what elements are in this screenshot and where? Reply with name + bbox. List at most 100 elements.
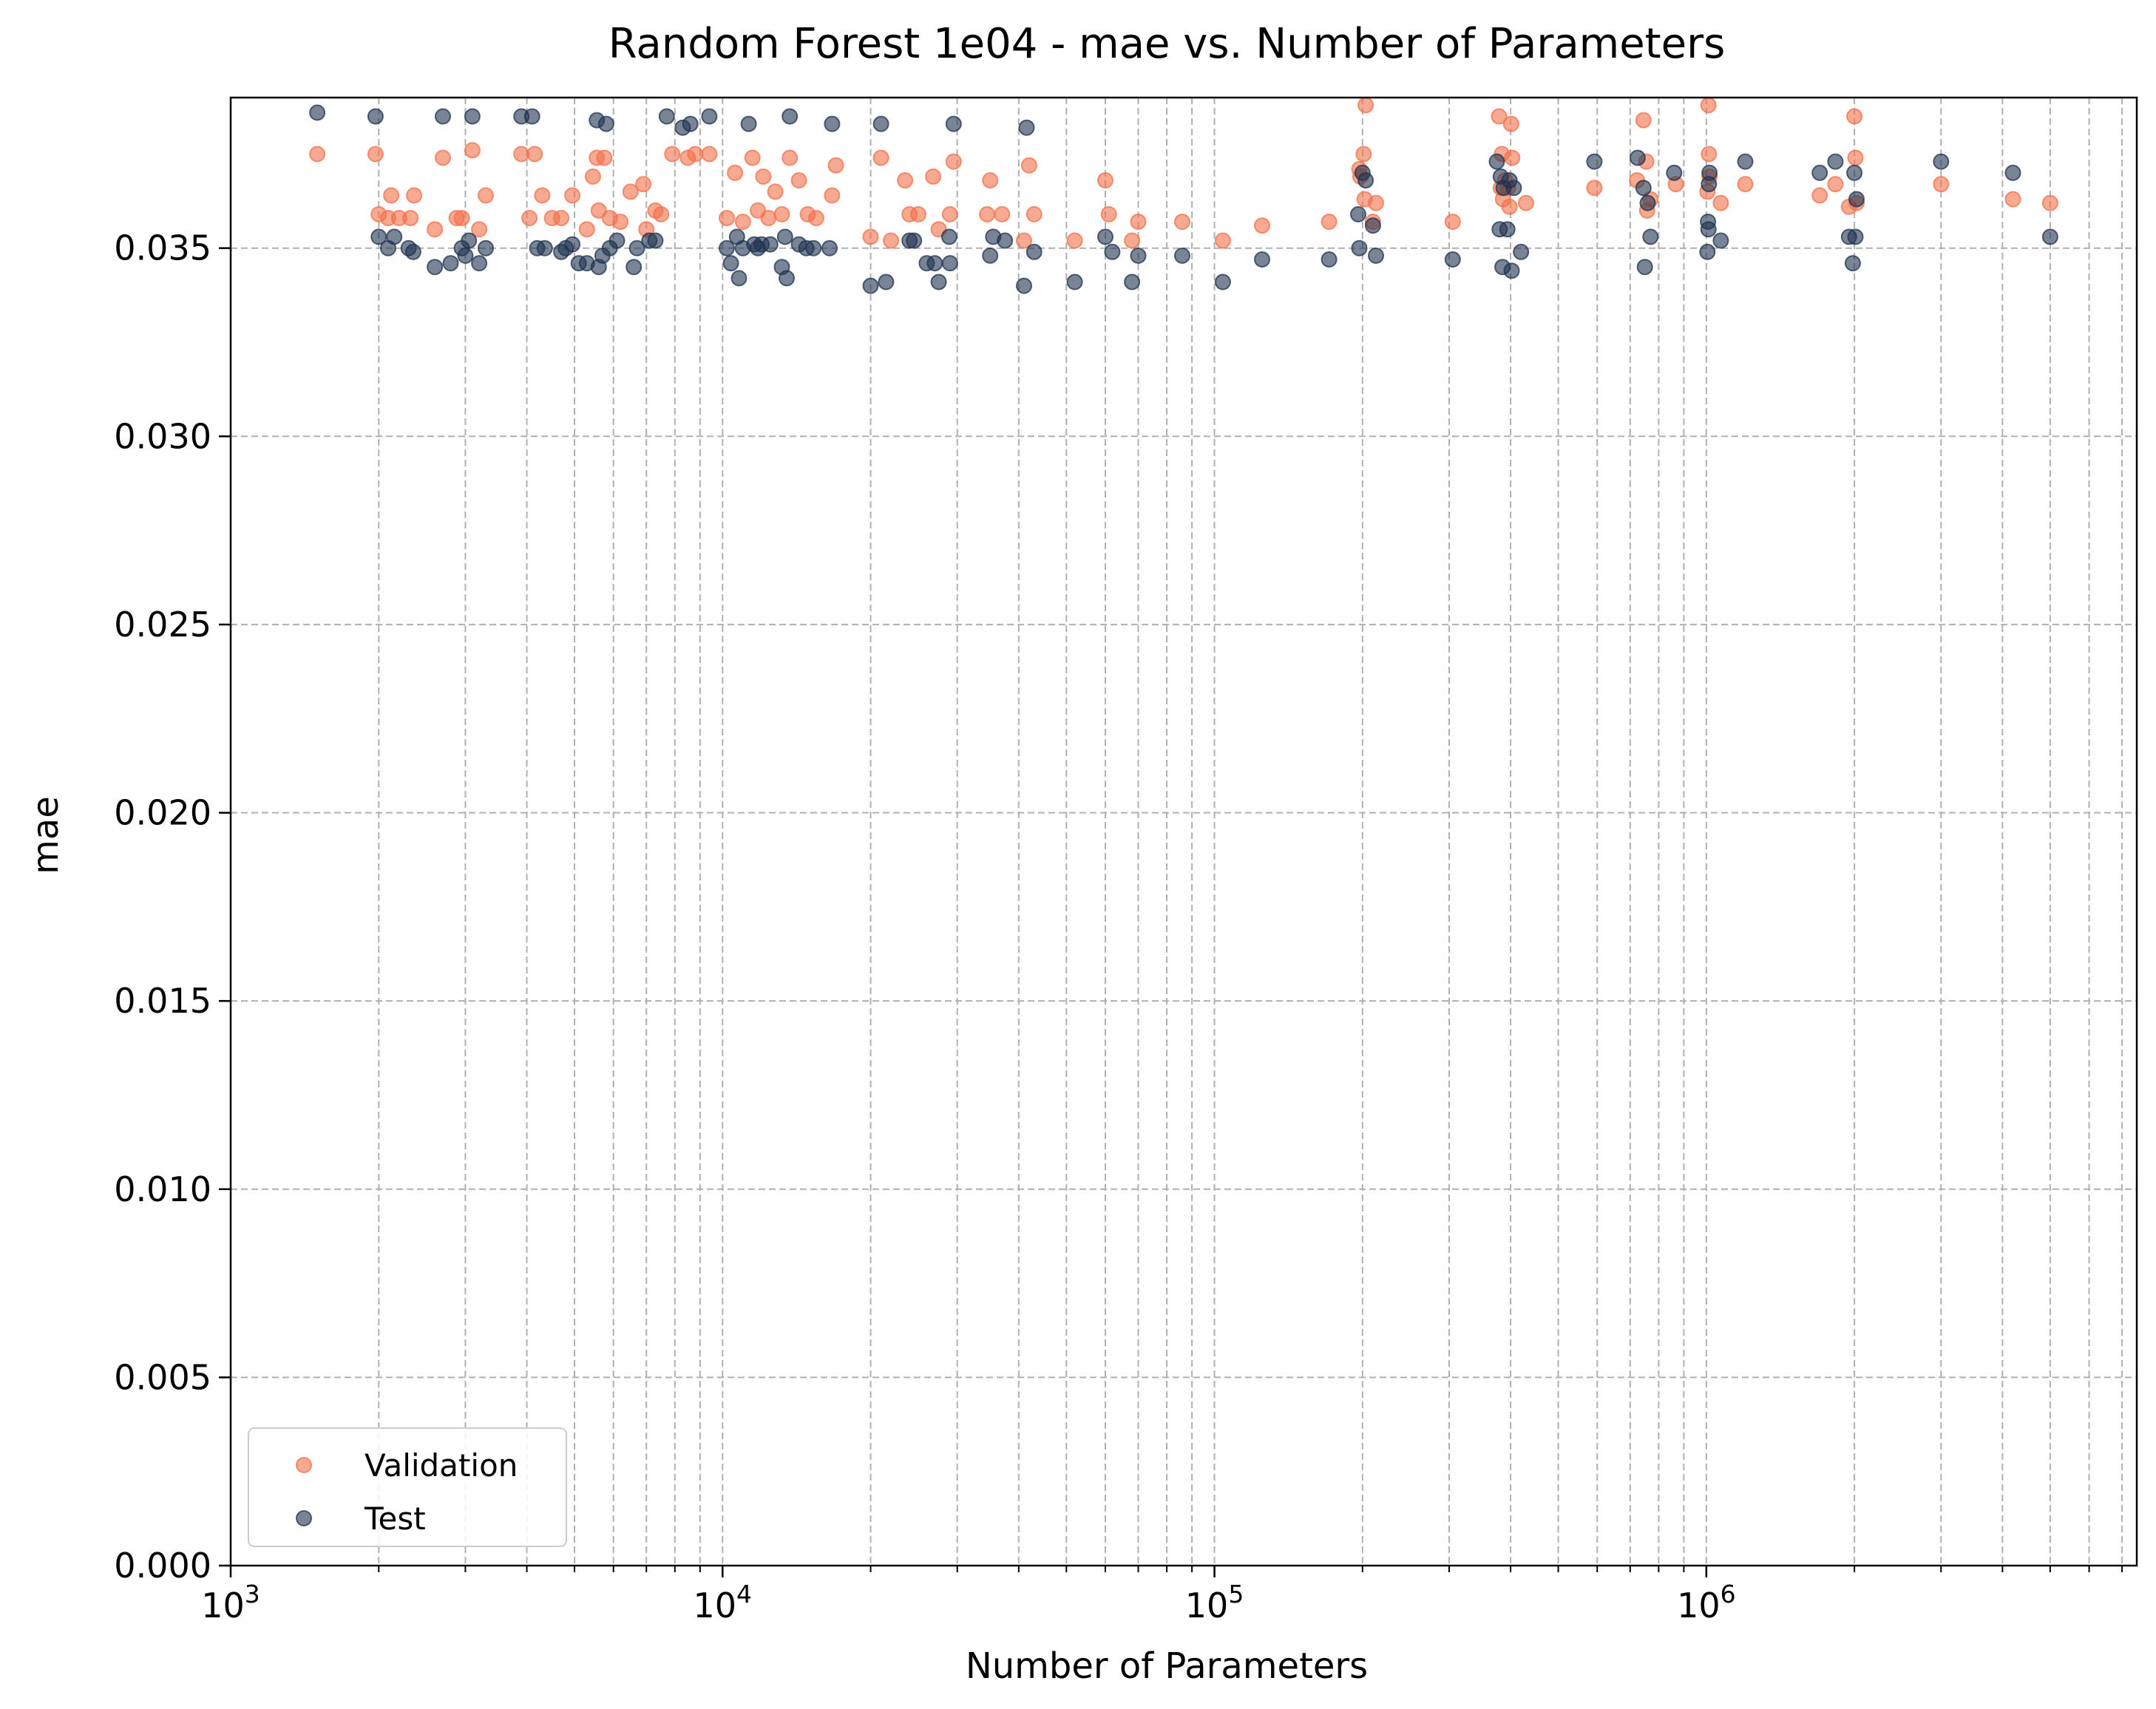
data-point [1100,205,1117,222]
data-point [1712,232,1729,249]
data-point [553,210,570,226]
data-point [564,236,581,253]
data-point [526,146,543,163]
data-point [1701,164,1718,181]
data-point [979,205,996,222]
legend-marker-validation [296,1457,312,1473]
data-points [309,97,2058,294]
data-point [1635,180,1652,197]
data-point [404,243,421,260]
data-point [1020,157,1037,174]
data-point [435,108,451,125]
data-point [427,259,444,276]
y-tick-label: 0.035 [114,228,211,268]
data-point [1629,149,1646,166]
data-point [824,187,841,204]
data-point [1503,262,1520,279]
data-point [1066,273,1083,291]
data-point [464,142,481,159]
data-point [1368,194,1384,211]
data-point [1499,221,1516,238]
data-point [925,168,942,185]
data-point [628,239,645,256]
data-point [457,247,474,264]
data-point [1635,112,1652,129]
data-point [1639,194,1656,211]
data-point [940,228,957,245]
data-point [367,146,384,163]
data-point [878,273,895,291]
data-point [1254,251,1270,268]
data-point [945,115,962,132]
data-point [1502,115,1519,132]
data-point [578,221,595,238]
data-point [687,146,704,163]
data-point [1700,221,1717,238]
data-point [1444,251,1461,268]
series-validation [309,97,2058,249]
data-point [1214,273,1231,291]
data-point [1737,153,1754,170]
data-point [1846,164,1863,181]
data-point [1097,172,1113,188]
axes: 0.000 0.005 0.010 0.015 0.020 0.025 0.030 0.035… [114,228,2123,1625]
x-tick-label: 106 [1677,1580,1736,1625]
data-point [1505,180,1522,197]
data-point [1501,198,1518,215]
data-point [626,259,643,276]
y-tick-label: 0.025 [114,605,211,645]
data-point [997,232,1014,249]
data-point [1700,97,1717,114]
legend-label-test: Test [364,1501,426,1537]
data-point [1827,176,1844,193]
data-point [1847,149,1864,166]
legend-box [248,1427,567,1547]
data-point [471,255,488,272]
legend-marker-test [296,1510,312,1526]
data-point [464,108,481,125]
data-point [402,210,419,226]
data-point [744,149,761,166]
data-point [779,270,795,287]
data-point [1174,214,1190,230]
data-point [682,115,699,132]
data-point [584,168,601,185]
data-point [982,172,999,188]
data-point [762,236,779,253]
data-point [941,255,958,272]
series-test [309,104,2058,294]
data-point [1636,259,1653,276]
data-point [653,205,670,222]
data-point [1364,217,1381,234]
data-point [523,108,540,125]
data-point [1586,153,1603,170]
data-point [1846,108,1863,125]
data-point [612,214,629,230]
data-point [596,149,613,166]
data-point [1712,194,1729,211]
data-point [821,239,838,256]
data-point [1214,232,1231,249]
data-point [2041,194,2058,211]
data-point [1491,108,1508,125]
data-point [1737,176,1754,193]
data-point [2004,164,2021,181]
data-point [910,205,926,222]
data-point [1701,146,1718,163]
x-tick-label: 103 [201,1580,260,1625]
data-point [773,205,790,222]
data-point [945,153,962,170]
data-point [982,247,999,264]
data-point [1844,255,1861,272]
data-point [727,164,744,181]
data-point [722,255,739,272]
data-point [461,232,478,249]
chart-title: Random Forest 1e04 - mae vs. Number of P… [609,20,1726,68]
data-point [1504,149,1521,166]
data-point [872,149,889,166]
data-point [478,239,494,256]
data-point [309,146,326,163]
data-point [1130,214,1147,230]
data-point [1097,228,1113,245]
data-point [1254,217,1270,234]
